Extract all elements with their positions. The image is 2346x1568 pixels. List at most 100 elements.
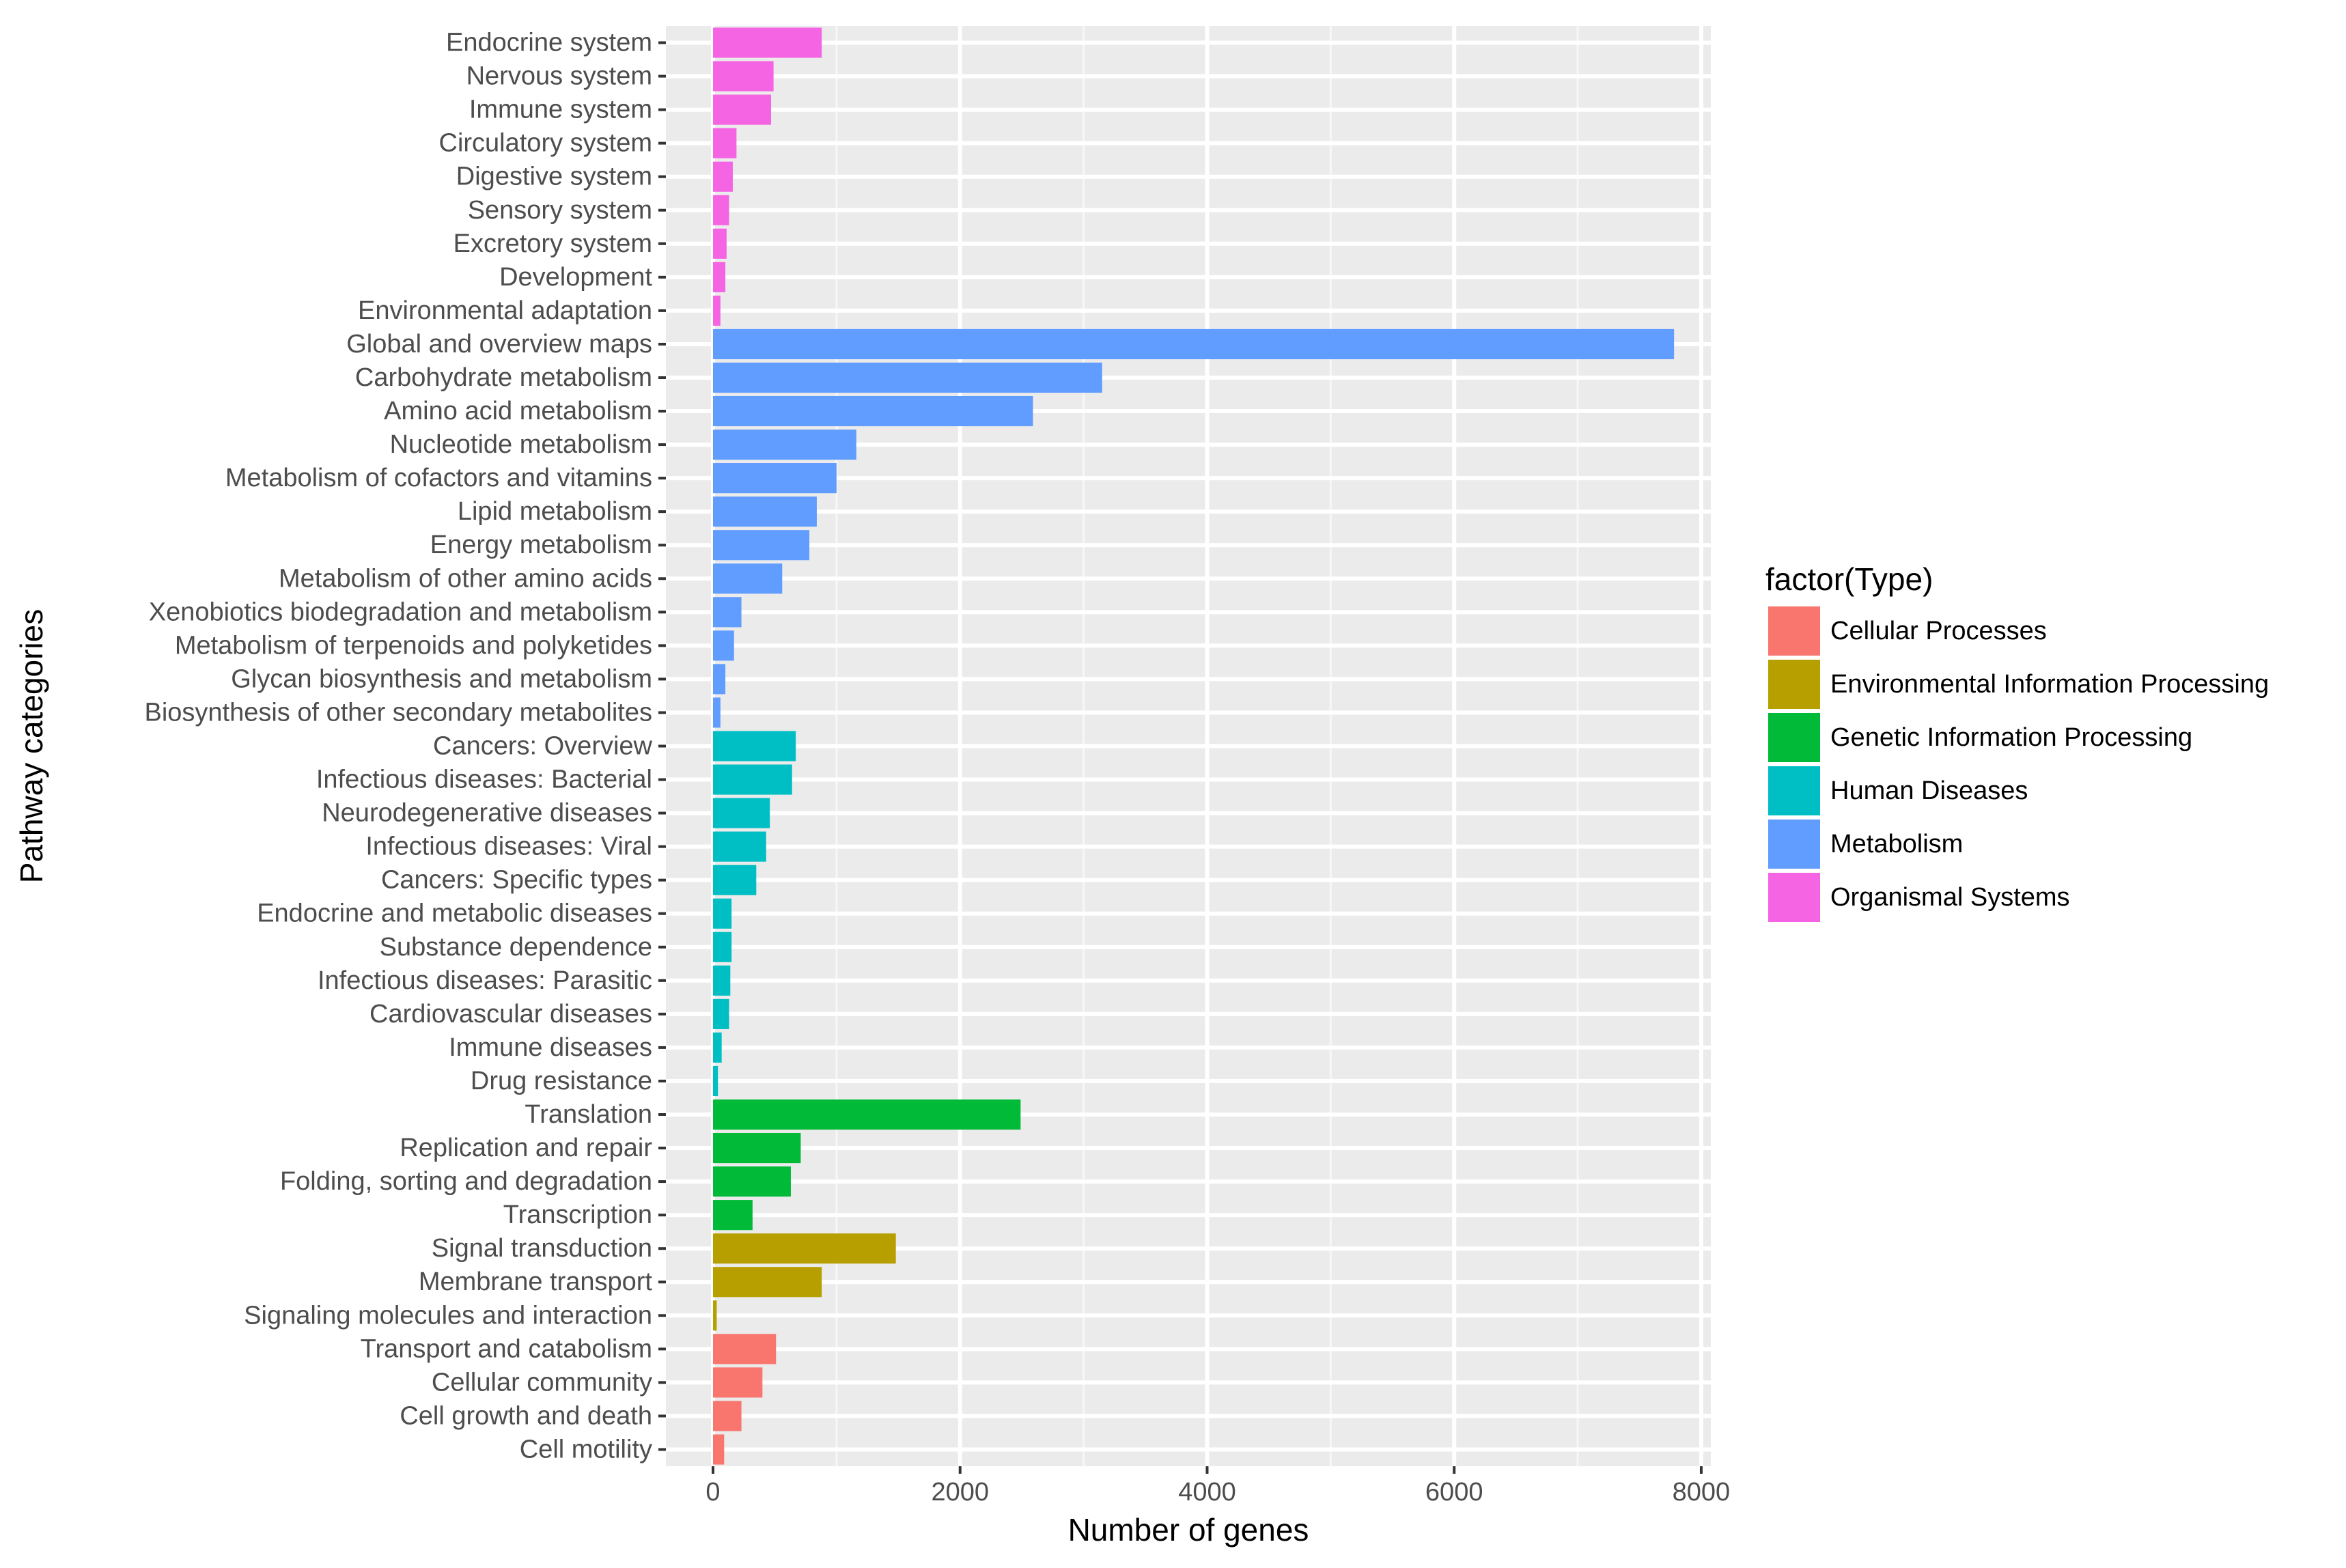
bar: [713, 1132, 801, 1164]
y-tick-label: Substance dependence: [380, 933, 652, 962]
bar: [713, 1300, 717, 1331]
bar: [713, 94, 772, 125]
y-tick-label: Biosynthesis of other secondary metaboli…: [144, 698, 652, 727]
y-tick-label: Nervous system: [466, 62, 652, 91]
bar: [713, 798, 770, 828]
bar: [713, 965, 731, 996]
y-tick-label: Folding, sorting and degradation: [280, 1167, 652, 1196]
y-tick-label: Development: [499, 263, 652, 292]
legend-swatch: [1768, 713, 1820, 762]
bar: [713, 1166, 791, 1197]
y-tick-label: Excretory system: [453, 229, 652, 258]
y-tick-label: Energy metabolism: [430, 531, 652, 559]
y-tick-label: Metabolism of cofactors and vitamins: [225, 464, 652, 492]
legend-label: Genetic Information Processing: [1830, 723, 2192, 752]
y-tick-label: Cardiovascular diseases: [369, 1000, 652, 1028]
legend-swatch: [1768, 660, 1820, 709]
bar: [713, 831, 766, 862]
bar: [713, 27, 822, 58]
bar: [713, 1334, 777, 1364]
bar: [713, 295, 721, 326]
x-tick-label: 6000: [1425, 1478, 1483, 1507]
y-tick-label: Infectious diseases: Viral: [365, 832, 652, 861]
legend-title: factor(Type): [1765, 561, 1933, 597]
gridlines: [666, 26, 1711, 1466]
legend-label: Human Diseases: [1830, 776, 2028, 805]
bar: [713, 764, 792, 795]
bar: [713, 898, 732, 929]
y-tick-label: Replication and repair: [400, 1134, 652, 1162]
legend-swatch: [1768, 820, 1820, 869]
y-axis-title: Pathway categories: [14, 609, 49, 883]
y-axis: Endocrine system Nervous system Immune sys…: [144, 29, 666, 1464]
bar: [713, 195, 729, 225]
bar: [713, 1200, 753, 1231]
y-tick-label: Nucleotide metabolism: [390, 430, 652, 459]
bar: [713, 128, 737, 158]
bar: [713, 865, 757, 895]
bar: [713, 1065, 718, 1097]
y-tick-label: Metabolism of terpenoids and polyketides: [175, 631, 652, 660]
y-tick-label: Membrane transport: [419, 1268, 653, 1296]
legend-label: Metabolism: [1830, 830, 1963, 858]
bar: [713, 1367, 763, 1398]
y-tick-label: Cell motility: [520, 1435, 652, 1464]
x-tick-label: 2000: [931, 1478, 989, 1507]
legend-swatch: [1768, 873, 1820, 922]
bar: [713, 328, 1675, 360]
bar: [713, 1434, 725, 1465]
y-tick-label: Amino acid metabolism: [384, 397, 652, 425]
y-tick-label: Xenobiotics biodegradation and metabolis…: [149, 598, 652, 626]
bar: [713, 932, 732, 962]
bar: [713, 1032, 722, 1063]
bar: [713, 496, 817, 527]
bar: [713, 161, 733, 192]
y-tick-label: Signaling molecules and interaction: [244, 1301, 652, 1330]
bar: [713, 731, 796, 761]
bar: [713, 697, 721, 728]
y-tick-label: Glycan biosynthesis and metabolism: [231, 664, 652, 693]
y-tick-label: Digestive system: [456, 163, 652, 191]
legend-label: Environmental Information Processing: [1830, 670, 2269, 699]
y-tick-label: Immune diseases: [449, 1033, 652, 1062]
bar: [713, 1233, 896, 1264]
x-tick-label: 4000: [1178, 1478, 1236, 1507]
bar: [713, 228, 727, 259]
y-tick-label: Cell growth and death: [400, 1401, 652, 1430]
bar: [713, 530, 810, 561]
bar: [713, 430, 856, 460]
y-tick-label: Metabolism of other amino acids: [279, 564, 652, 593]
y-tick-label: Infectious diseases: Parasitic: [318, 966, 652, 995]
y-tick-label: Cancers: Overview: [433, 732, 653, 761]
y-tick-label: Neurodegenerative diseases: [322, 799, 652, 828]
y-tick-label: Environmental adaptation: [358, 296, 652, 325]
bar: [713, 262, 726, 292]
bar: [713, 664, 726, 695]
bar: [713, 630, 734, 661]
legend-label: Cellular Processes: [1830, 617, 2047, 645]
y-tick-label: Lipid metabolism: [458, 497, 652, 526]
y-tick-label: Endocrine system: [446, 29, 652, 57]
y-tick-label: Signal transduction: [432, 1234, 652, 1263]
bar: [713, 1099, 1021, 1130]
legend: factor(Type) Cellular Processes Environme…: [1765, 561, 2269, 922]
y-tick-label: Translation: [525, 1100, 652, 1129]
y-tick-label: Carbohydrate metabolism: [355, 363, 652, 392]
bar: [713, 463, 837, 494]
y-tick-label: Transcription: [503, 1201, 652, 1229]
y-tick-label: Cancers: Specific types: [381, 866, 652, 895]
y-tick-label: Cellular community: [432, 1368, 652, 1397]
bar: [713, 597, 742, 628]
bar: [713, 61, 774, 92]
x-tick-label: 8000: [1673, 1478, 1731, 1507]
bars: [713, 27, 1675, 1465]
y-tick-label: Drug resistance: [471, 1067, 652, 1095]
y-tick-label: Circulatory system: [439, 129, 653, 158]
y-tick-label: Global and overview maps: [346, 330, 652, 359]
y-tick-label: Immune system: [469, 96, 652, 124]
y-tick-label: Infectious diseases: Bacterial: [316, 766, 652, 794]
x-axis-title: Number of genes: [1068, 1512, 1309, 1548]
legend-swatch: [1768, 606, 1820, 656]
legend-label: Organismal Systems: [1830, 883, 2070, 912]
